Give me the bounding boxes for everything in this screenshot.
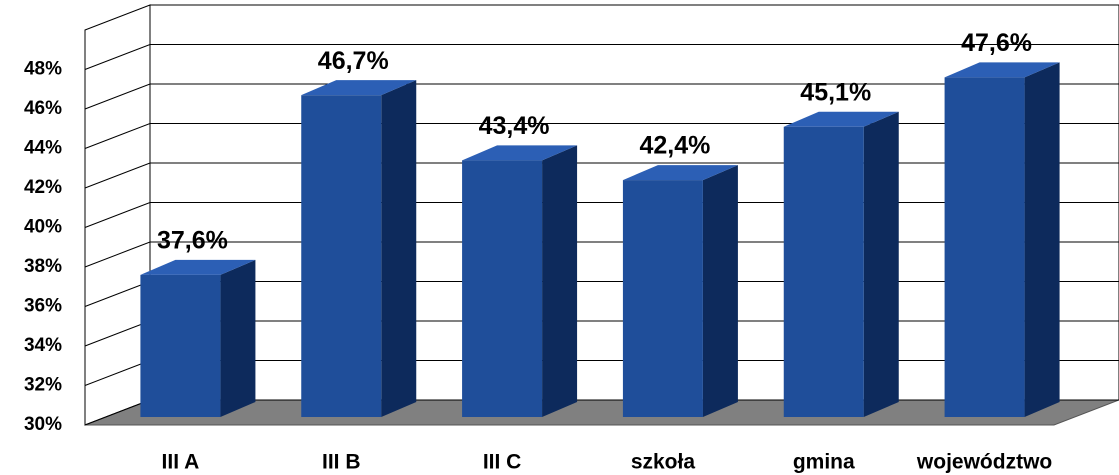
x-tick-label: III C [483, 451, 522, 474]
y-tick-label: 44% [24, 138, 62, 159]
bar-top [944, 62, 1060, 78]
bar [944, 77, 1025, 418]
bar [301, 95, 382, 418]
bar-side [702, 165, 738, 417]
x-tick-label: województwo [916, 451, 1052, 474]
grid-line [84, 83, 1119, 110]
bar-top [622, 165, 738, 181]
value-label: 46,7% [318, 47, 389, 75]
bar-side [863, 111, 899, 418]
value-label: 47,6% [961, 29, 1032, 57]
y-tick-label: 40% [24, 217, 62, 238]
y-tick-label: 36% [24, 296, 62, 317]
bar-top [462, 145, 578, 161]
bar [140, 274, 221, 417]
bar-side [381, 80, 417, 418]
x-tick-label: III A [162, 451, 200, 474]
bar-side [542, 145, 578, 417]
y-tick-label: 38% [24, 256, 62, 277]
x-tick-label: III B [322, 451, 361, 474]
y-tick-label: 34% [24, 335, 62, 356]
bar [462, 160, 543, 417]
y-tick-label: 46% [24, 98, 62, 119]
value-label: 45,1% [800, 78, 871, 106]
x-tick-label: gmina [793, 451, 855, 474]
y-tick-label: 32% [24, 375, 62, 396]
bar [783, 126, 864, 418]
value-label: 43,4% [479, 112, 550, 140]
bar-top [301, 80, 417, 96]
grid-line [84, 44, 1119, 70]
bar [622, 180, 703, 417]
y-tick-label: 42% [24, 177, 62, 198]
y-tick-label: 48% [24, 59, 62, 80]
value-label: 37,6% [157, 227, 228, 255]
bar-side [220, 259, 256, 417]
bar-top [140, 259, 256, 275]
y-tick-label: 30% [24, 414, 62, 435]
value-label: 42,4% [639, 132, 710, 160]
bar-side [1024, 62, 1060, 418]
bar-top [783, 111, 899, 127]
x-tick-label: szkoła [631, 451, 696, 474]
